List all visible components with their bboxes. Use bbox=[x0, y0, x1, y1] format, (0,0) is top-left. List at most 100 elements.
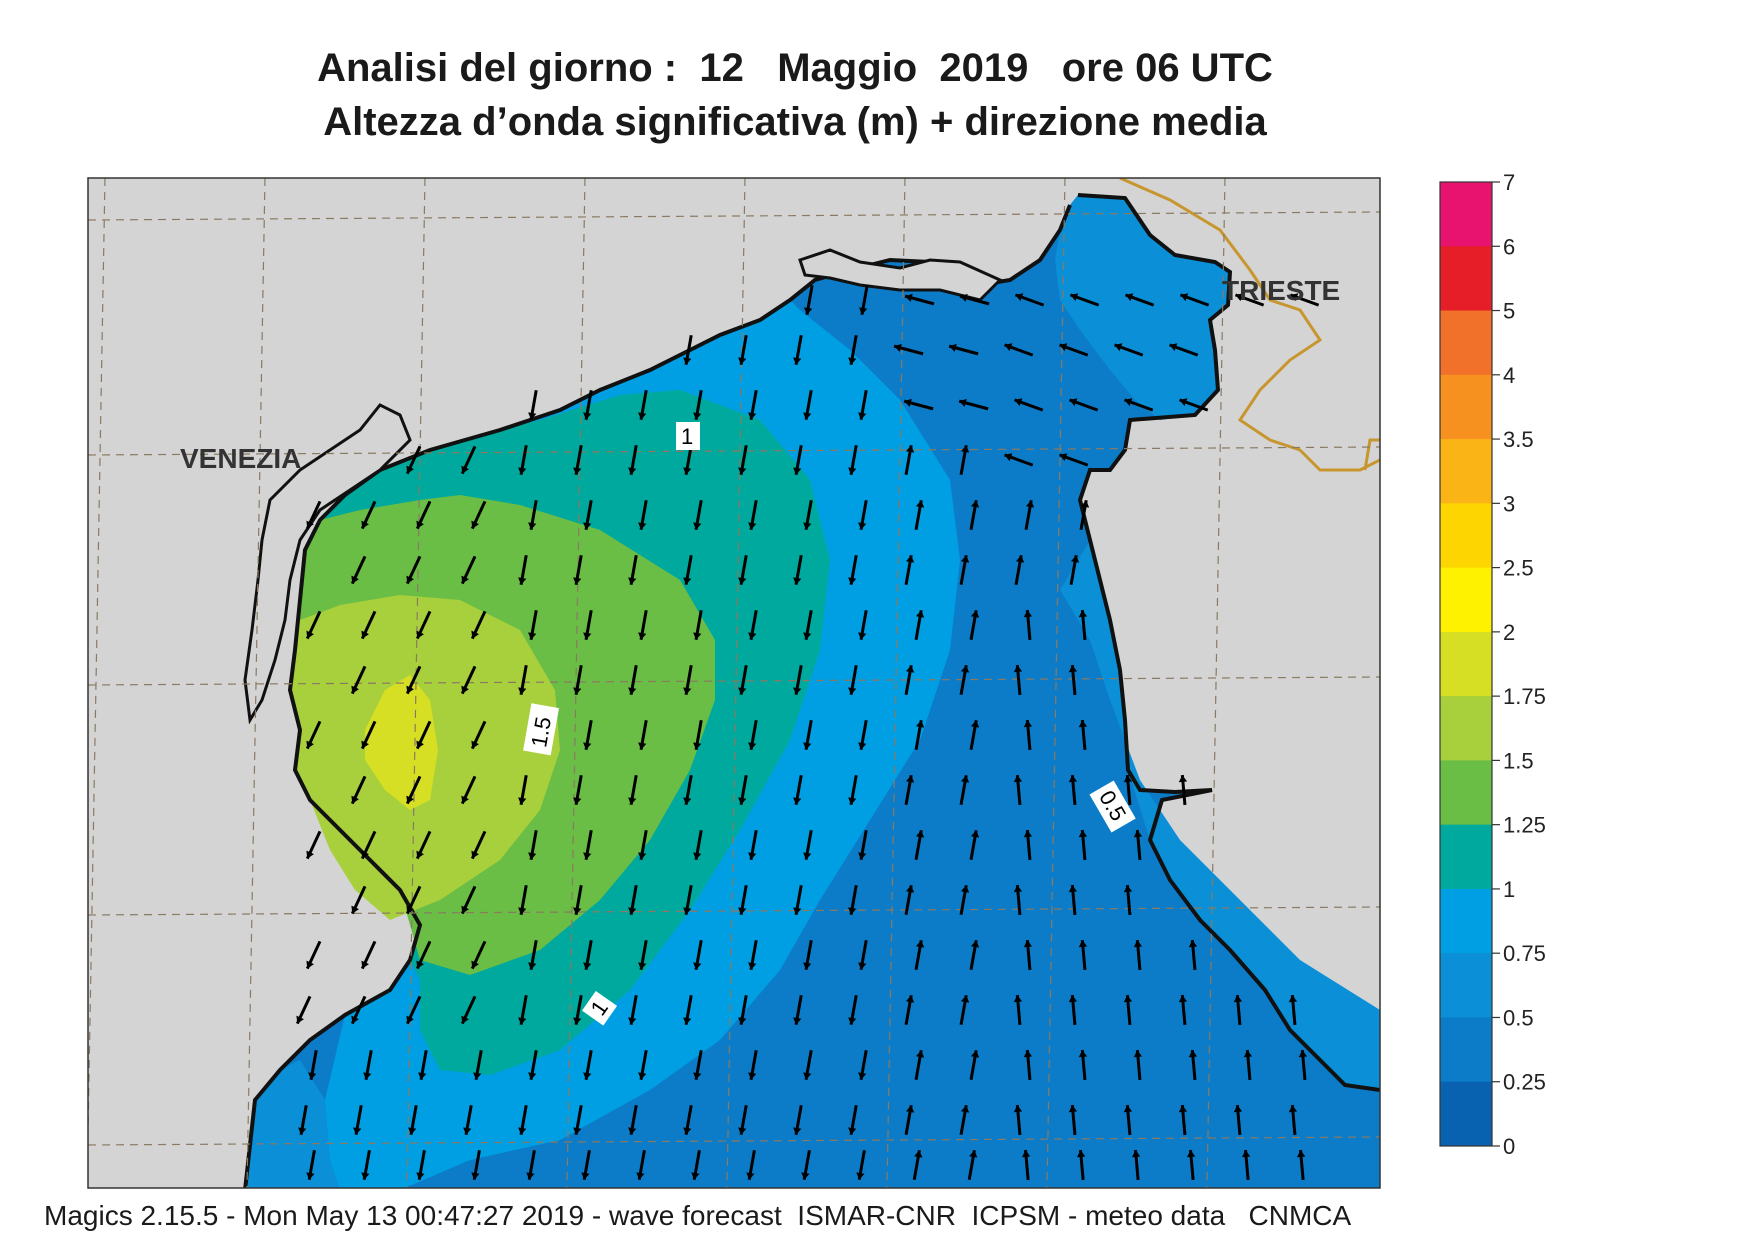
wave-arrow bbox=[528, 829, 538, 861]
wave-arrow bbox=[350, 775, 367, 805]
wave-arrow bbox=[1133, 1049, 1143, 1081]
city-label-venezia: VENEZIA bbox=[180, 443, 301, 474]
wave-arrow bbox=[959, 664, 970, 696]
wave-arrow bbox=[693, 1049, 703, 1081]
wave-arrow bbox=[1069, 293, 1100, 307]
wave-arrow bbox=[1186, 1149, 1196, 1181]
wave-arrow bbox=[848, 884, 858, 916]
wave-arrow bbox=[628, 884, 638, 916]
wave-arrow bbox=[803, 939, 813, 971]
colorbar-swatch bbox=[1440, 567, 1492, 633]
wave-arrow bbox=[628, 774, 638, 806]
wave-arrow bbox=[305, 500, 322, 530]
wave-arrow bbox=[628, 1104, 638, 1136]
wave-arrow bbox=[969, 939, 980, 971]
wave-arrow bbox=[1069, 554, 1080, 586]
wave-arrow bbox=[914, 1049, 925, 1081]
wave-arrow bbox=[793, 774, 803, 806]
wave-arrow bbox=[528, 499, 538, 531]
colorbar-tick-label: 0 bbox=[1503, 1134, 1515, 1159]
wave-arrow bbox=[526, 1149, 536, 1181]
wave-arrow bbox=[1123, 774, 1133, 806]
zone-025-east bbox=[1060, 540, 1380, 1090]
wave-arrow bbox=[473, 1049, 483, 1081]
wave-arrow bbox=[1013, 994, 1023, 1026]
wave-arrow bbox=[363, 1049, 373, 1081]
wave-arrow bbox=[460, 445, 477, 475]
contour-label-1-south: 1 bbox=[582, 990, 618, 1026]
wave-arrow bbox=[460, 665, 477, 695]
wave-arrow bbox=[308, 1049, 318, 1081]
wave-arrow bbox=[1023, 939, 1033, 971]
wave-arrow bbox=[793, 444, 803, 476]
contour-label-1-north: 1 bbox=[676, 422, 700, 450]
wave-arrow bbox=[893, 343, 924, 356]
colorbar-swatch bbox=[1440, 374, 1492, 440]
wave-arrow bbox=[683, 554, 693, 586]
colorbar-swatch bbox=[1440, 631, 1492, 697]
colorbar-swatch bbox=[1440, 824, 1492, 890]
wave-arrow bbox=[638, 939, 648, 971]
map-frame bbox=[88, 178, 1380, 1188]
colorbar-swatch bbox=[1440, 888, 1492, 954]
wave-arrow bbox=[415, 940, 432, 970]
wave-arrow bbox=[793, 664, 803, 696]
wave-arrow bbox=[691, 1149, 701, 1181]
wave-arrow bbox=[518, 554, 528, 586]
wave-arrow bbox=[959, 994, 970, 1026]
wave-arrow bbox=[460, 995, 477, 1025]
colorbar-tick-label: 6 bbox=[1503, 234, 1515, 259]
wave-arrow bbox=[305, 940, 322, 970]
wave-arrow bbox=[583, 719, 593, 751]
wave-arrow bbox=[803, 609, 813, 641]
wave-arrow bbox=[581, 1149, 591, 1181]
wave-arrow bbox=[959, 774, 970, 806]
wave-arrow bbox=[1124, 293, 1155, 307]
wave-arrow bbox=[573, 884, 583, 916]
wave-arrow bbox=[1296, 1149, 1306, 1181]
colorbar: 7 6 5 4 3.5 3 2.5 2 1.75 1.5 1.25 1 0.75 0.5 0.25 0 bbox=[1439, 170, 1546, 1159]
wave-arrow bbox=[628, 994, 638, 1026]
wave-arrow bbox=[1114, 343, 1144, 357]
wave-arrow bbox=[683, 774, 693, 806]
wave-arrow bbox=[1288, 1104, 1298, 1136]
wave-arrow bbox=[683, 664, 693, 696]
wave-arrow bbox=[573, 1104, 583, 1136]
wave-arrow bbox=[1288, 994, 1298, 1026]
wave-arrow bbox=[360, 720, 377, 750]
wave-arrow bbox=[804, 284, 814, 316]
wave-arrow bbox=[418, 1049, 428, 1081]
wave-arrow bbox=[415, 500, 432, 530]
wave-arrow bbox=[1178, 774, 1188, 806]
wave-arrow bbox=[1014, 398, 1044, 412]
wave-arrow bbox=[460, 775, 477, 805]
wave-arrow bbox=[1078, 719, 1088, 751]
wave-arrow bbox=[904, 774, 915, 806]
wave-arrow bbox=[405, 995, 422, 1025]
wave-arrow bbox=[1298, 1049, 1308, 1081]
wave-arrow bbox=[914, 609, 925, 641]
wave-arrow bbox=[1241, 1149, 1251, 1181]
wave-arrow bbox=[848, 774, 858, 806]
wave-arrow bbox=[528, 1049, 538, 1081]
wave-arrow bbox=[793, 554, 803, 586]
wave-arrow bbox=[904, 664, 915, 696]
wave-arrow bbox=[1133, 829, 1143, 861]
wave-arrow bbox=[904, 293, 935, 306]
wave-arrow bbox=[636, 1149, 646, 1181]
wave-arrow bbox=[305, 610, 322, 640]
wave-arrow bbox=[1013, 884, 1023, 916]
wave-arrow bbox=[1013, 774, 1023, 806]
colorbar-tick-label: 3.5 bbox=[1503, 427, 1534, 452]
wave-arrow bbox=[1289, 293, 1320, 307]
colorbar-swatch bbox=[1440, 1081, 1492, 1147]
wave-arrow bbox=[803, 829, 813, 861]
wave-arrow bbox=[638, 609, 648, 641]
wave-arrow bbox=[1179, 398, 1209, 412]
wave-arrow bbox=[408, 1104, 418, 1136]
wave-arrow bbox=[415, 720, 432, 750]
wave-arrow bbox=[298, 1104, 308, 1136]
colorbar-tick-label: 1.75 bbox=[1503, 684, 1546, 709]
wave-arrow bbox=[903, 398, 934, 411]
wave-arrow bbox=[463, 1104, 473, 1136]
